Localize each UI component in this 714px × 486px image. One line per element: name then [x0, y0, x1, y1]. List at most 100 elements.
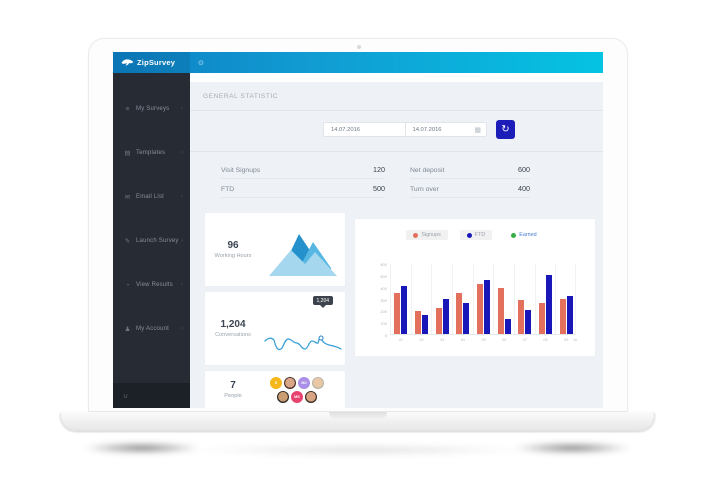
sidebar-item-my-surveys[interactable]: ≡ My Surveys ›	[113, 87, 190, 131]
legend-item-earned[interactable]: Earned	[504, 230, 543, 240]
date-to-input[interactable]	[405, 126, 486, 133]
sidebar-footer: ∪	[113, 383, 190, 408]
sidebar-item-label: View Results	[136, 282, 173, 288]
bar-signups-04[interactable]	[456, 292, 463, 334]
x-tick-label: 08	[543, 338, 548, 342]
laptop-notch	[328, 412, 387, 419]
y-tick-label: 500	[380, 273, 387, 279]
stat-label: Visit Signups	[221, 167, 261, 174]
bar-ftd-04[interactable]	[463, 303, 470, 334]
bar-ftd-06[interactable]	[504, 318, 511, 334]
laptop-bezel: ZipSurvey ⊙ ≡ My Surveys › ▤ Templates ›	[88, 38, 628, 412]
legend-dot-icon	[511, 232, 517, 238]
avatar-photo[interactable]	[305, 391, 317, 403]
bar-signups-09[interactable]	[559, 299, 566, 334]
avatar-initials[interactable]: MS	[291, 391, 303, 403]
bar-group: 01	[390, 264, 411, 342]
pencil-icon: ✎	[124, 238, 131, 245]
bar-ftd-05[interactable]	[484, 280, 491, 334]
sidebar-item-label: Templates	[136, 150, 166, 156]
person-icon: ♟	[124, 326, 131, 333]
bar-group: 08	[534, 264, 556, 342]
sidebar: ≡ My Surveys › ▤ Templates › ✉ Email Lis…	[113, 73, 190, 408]
x-tick-label: 06	[502, 338, 507, 342]
chevron-right-icon: ›	[181, 106, 183, 112]
divider	[190, 110, 603, 111]
legend-item-signups[interactable]: Signups	[406, 230, 448, 240]
bar-signups-03[interactable]	[435, 307, 442, 334]
bar-ftd-01[interactable]	[401, 286, 408, 334]
sidebar-item-templates[interactable]: ▤ Templates ›	[113, 131, 190, 175]
bar-plot: 01 02 03 04 05 06 07 08 09	[390, 264, 576, 342]
conversations-stat: 1,204 Conversations	[205, 292, 261, 365]
legend-dot-icon	[466, 232, 472, 238]
sidebar-item-email-list[interactable]: ✉ Email List ›	[113, 175, 190, 219]
bar-signups-05[interactable]	[477, 283, 484, 334]
menu-toggle-icon[interactable]: ⊙	[198, 59, 204, 67]
stat-turn-over: Turn over 400	[410, 179, 530, 198]
conversations-value: 1,204	[220, 319, 246, 330]
power-icon[interactable]: ∪	[123, 392, 129, 400]
date-from-field[interactable]	[324, 123, 405, 136]
people-stat: 7 People	[205, 371, 261, 408]
conversations-label: Conversations	[215, 332, 251, 338]
bar-signups-08[interactable]	[539, 303, 546, 334]
bar-group: 07	[514, 264, 535, 342]
sparkline-tooltip: 1,204	[313, 296, 333, 305]
x-tick-label: 05	[481, 338, 486, 342]
x-tick-label: 01	[398, 338, 403, 342]
stat-value: 600	[518, 165, 530, 174]
bird-logo-icon	[121, 59, 134, 66]
bar-ftd-07[interactable]	[525, 309, 532, 334]
shadow	[190, 444, 530, 456]
bar-signups-02[interactable]	[415, 310, 421, 334]
bar-ftd-09[interactable]	[566, 295, 573, 334]
date-from-input[interactable]	[324, 126, 405, 133]
working-hours-card: 96 Working Hours	[205, 213, 345, 286]
calendar-icon[interactable]: ▦	[474, 127, 481, 134]
sidebar-item-view-results[interactable]: ◔ View Results ›	[113, 263, 190, 307]
stat-net-deposit: Net deposit 600	[410, 160, 530, 179]
legend-item-ftd[interactable]: FTD	[459, 230, 493, 240]
bar-signups-01[interactable]	[394, 293, 401, 334]
conversations-card: 1,204 Conversations 1,204	[205, 292, 345, 365]
avatar-initials[interactable]: S	[270, 377, 282, 389]
sidebar-item-launch-survey[interactable]: ✎ Launch Survey ›	[113, 219, 190, 263]
working-hours-label: Working Hours	[214, 253, 252, 259]
logo[interactable]: ZipSurvey	[113, 52, 190, 73]
avatar-initials[interactable]: MJ	[298, 377, 310, 389]
mountain-icon	[269, 234, 337, 276]
y-tick-label: 100	[380, 321, 387, 327]
people-label: People	[224, 393, 242, 399]
sidebar-item-my-account[interactable]: ♟ My Account ›	[113, 307, 190, 351]
avatar-group: S MJ MS	[267, 376, 327, 404]
y-tick-label: 200	[380, 309, 387, 315]
envelope-icon: ✉	[124, 194, 131, 201]
people-value: 7	[230, 380, 236, 391]
people-card: 7 People S MJ MS	[205, 371, 345, 408]
chevron-right-icon: ›	[181, 326, 183, 332]
conversations-sparkline: 1,204	[261, 292, 345, 365]
chevron-right-icon: ›	[181, 150, 183, 156]
bar-signups-07[interactable]	[518, 300, 525, 334]
refresh-button[interactable]: ↻	[496, 120, 515, 139]
x-tick-label: 09	[564, 338, 569, 342]
shadow	[512, 442, 632, 454]
bar-ftd-08[interactable]	[546, 274, 553, 334]
chevron-right-icon: ›	[181, 238, 183, 244]
avatar-photo[interactable]	[284, 377, 296, 389]
avatar-photo[interactable]	[277, 391, 289, 403]
bar-ftd-02[interactable]	[422, 315, 428, 334]
avatar-photo[interactable]	[312, 377, 324, 389]
sparkline-icon	[264, 335, 342, 351]
shadow	[82, 442, 202, 454]
page-title: GENERAL STATISTIC	[203, 93, 279, 100]
stat-value: 400	[518, 184, 530, 193]
date-to-field[interactable]: ▦	[404, 123, 486, 136]
bar-signups-06[interactable]	[497, 287, 504, 334]
bar-ftd-03[interactable]	[442, 299, 449, 334]
working-hours-value: 96	[227, 240, 239, 251]
main-content: GENERAL STATISTIC ▦ ↻	[190, 73, 603, 408]
templates-file-icon: ▤	[124, 150, 131, 157]
